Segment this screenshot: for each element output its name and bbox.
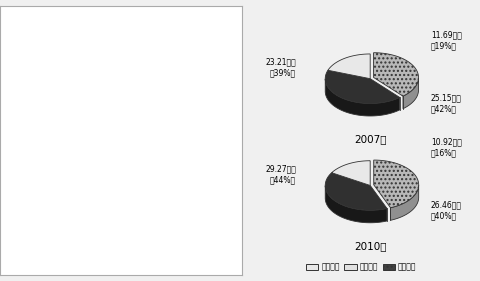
Text: 2007年: 2007年	[354, 134, 386, 144]
Text: 23.21万人
（39%）: 23.21万人 （39%）	[265, 57, 296, 78]
Polygon shape	[325, 70, 400, 103]
Text: 25.15万人
（42%）: 25.15万人 （42%）	[431, 93, 462, 114]
Text: 2010年: 2010年	[354, 241, 386, 251]
Text: 11.69万人
（19%）: 11.69万人 （19%）	[431, 30, 462, 51]
Polygon shape	[325, 173, 387, 210]
Text: 29.27万人
（44%）: 29.27万人 （44%）	[265, 164, 296, 184]
Polygon shape	[373, 53, 419, 96]
Polygon shape	[328, 54, 370, 79]
Polygon shape	[332, 161, 370, 185]
Polygon shape	[325, 186, 387, 223]
Text: 10.92万人
（16%）: 10.92万人 （16%）	[431, 137, 462, 157]
Polygon shape	[403, 78, 419, 109]
Polygon shape	[325, 79, 400, 116]
Polygon shape	[391, 185, 419, 220]
Polygon shape	[374, 160, 419, 208]
Text: 26.46万人
（40%）: 26.46万人 （40%）	[431, 200, 462, 220]
Legend: 第一产业, 第二产业, 第三产业: 第一产业, 第二产业, 第三产业	[303, 259, 420, 275]
